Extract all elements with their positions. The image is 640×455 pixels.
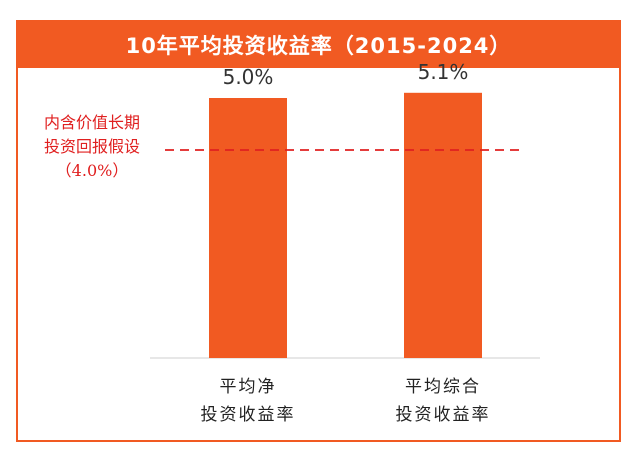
reference-label-line-1: 内含价值长期 [44, 113, 140, 132]
bar-1 [209, 98, 287, 358]
bar-2 [404, 92, 482, 359]
reference-label-line-3: （4.0%） [56, 161, 129, 180]
category-label-2-line-2: 投资收益率 [396, 405, 491, 425]
category-label-1-line-1: 平均净 [220, 377, 277, 397]
category-label-1-line-2: 投资收益率 [201, 405, 296, 425]
bar-value-label-2: 5.1% [418, 60, 469, 84]
bar-value-label-1: 5.0% [223, 65, 274, 89]
reference-label-line-2: 投资回报假设 [44, 137, 140, 156]
chart-title: 10年平均投资收益率（2015-2024） [18, 22, 619, 68]
chart-frame: 10年平均投资收益率（2015-2024） [16, 20, 621, 442]
category-label-2-line-1: 平均综合 [405, 377, 481, 397]
